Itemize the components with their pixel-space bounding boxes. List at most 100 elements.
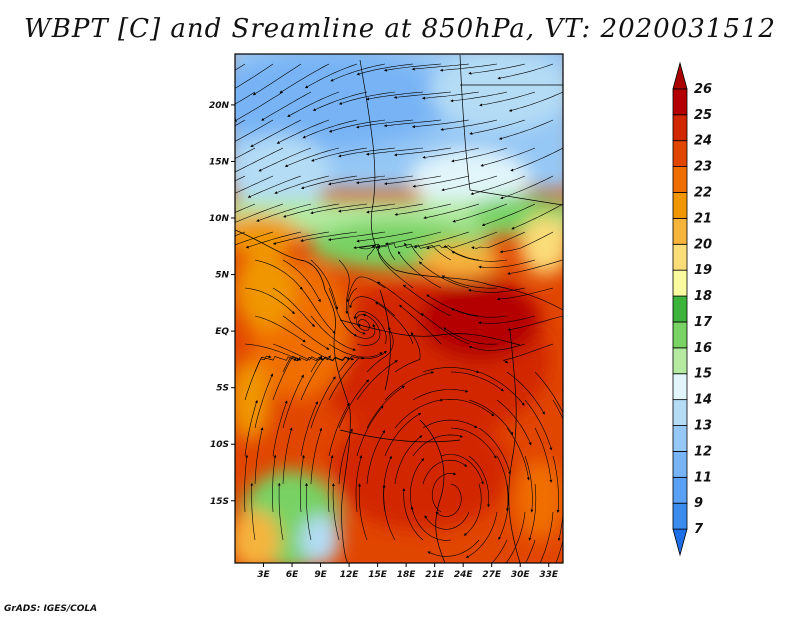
streamline bbox=[500, 175, 554, 200]
lon-tick-label: 27E bbox=[482, 570, 502, 580]
streamline bbox=[235, 231, 274, 246]
streamline bbox=[528, 483, 537, 541]
streamline bbox=[365, 147, 424, 156]
streamline bbox=[300, 287, 336, 334]
colorbar-end-low bbox=[672, 528, 688, 557]
chart-title: WBPT [C] and Sreamline at 850hPa, VT: 20… bbox=[24, 14, 776, 44]
streamline bbox=[410, 506, 452, 541]
streamline bbox=[478, 259, 536, 269]
streamline bbox=[478, 315, 536, 325]
streamline bbox=[441, 275, 498, 289]
colorbar-segment bbox=[672, 502, 688, 530]
colorbar-segment bbox=[672, 347, 688, 375]
streamline bbox=[384, 175, 442, 186]
streamline bbox=[272, 231, 330, 245]
streamline bbox=[283, 203, 340, 218]
streamline bbox=[250, 119, 302, 148]
streamline bbox=[353, 243, 396, 261]
streamline bbox=[452, 203, 508, 223]
streamline bbox=[311, 147, 368, 162]
streamline bbox=[304, 63, 358, 89]
streamline bbox=[353, 310, 387, 345]
streamline bbox=[440, 398, 495, 417]
streamline bbox=[310, 259, 339, 310]
colorbar-segment bbox=[672, 243, 688, 271]
streamline bbox=[384, 371, 435, 401]
streamline bbox=[412, 434, 464, 457]
streamline bbox=[426, 244, 480, 261]
streamline bbox=[402, 488, 424, 541]
longitude-axis: 3E 6E 9E 12E 15E 18E 21E 24E 27E 30E 33E bbox=[257, 563, 559, 580]
streamline bbox=[272, 355, 302, 401]
footer-credit: GrADS: IGES/COLA bbox=[4, 604, 98, 614]
streamline bbox=[300, 343, 351, 362]
streamline bbox=[328, 343, 383, 358]
colorbar-label: 25 bbox=[694, 108, 712, 123]
streamline bbox=[235, 119, 246, 127]
streamline bbox=[394, 435, 423, 485]
streamline bbox=[435, 483, 462, 517]
streamline bbox=[366, 430, 386, 485]
streamline bbox=[284, 147, 340, 167]
streamline bbox=[441, 175, 498, 192]
streamline bbox=[440, 454, 484, 485]
streamline bbox=[272, 343, 323, 361]
streamline bbox=[384, 412, 422, 457]
streamline bbox=[491, 539, 508, 563]
streamline bbox=[300, 175, 358, 190]
streamline bbox=[496, 399, 532, 446]
streamline bbox=[524, 399, 553, 451]
streamline bbox=[235, 175, 246, 182]
streamline bbox=[502, 343, 554, 364]
streamline bbox=[439, 63, 498, 72]
streamline bbox=[422, 459, 468, 485]
streamline bbox=[279, 63, 330, 94]
colorbar-segment bbox=[672, 88, 688, 116]
streamline bbox=[404, 242, 452, 261]
colorbar-segment bbox=[672, 451, 688, 478]
streamline bbox=[410, 458, 425, 513]
colorbar-label: 7 bbox=[694, 522, 704, 537]
streamline bbox=[394, 332, 421, 373]
streamline bbox=[498, 483, 509, 540]
border-line bbox=[394, 269, 563, 311]
streamline bbox=[450, 308, 508, 318]
streamline bbox=[310, 356, 355, 373]
streamline bbox=[254, 315, 306, 343]
streamline bbox=[258, 147, 312, 172]
lat-tick-label: EQ bbox=[215, 327, 229, 337]
streamline bbox=[534, 371, 563, 414]
streamline bbox=[235, 119, 274, 142]
streamline bbox=[235, 203, 284, 223]
streamline bbox=[394, 398, 444, 429]
colorbar-label: 12 bbox=[694, 444, 712, 459]
colorbar-segment bbox=[672, 166, 688, 193]
streamline bbox=[375, 301, 414, 345]
streamline bbox=[277, 482, 284, 541]
lat-tick-label: 5N bbox=[215, 271, 229, 281]
colorbar-segment bbox=[672, 321, 688, 349]
streamline bbox=[534, 427, 553, 483]
streamline bbox=[423, 203, 480, 220]
colorbar-segment bbox=[672, 269, 688, 297]
streamline bbox=[312, 91, 368, 111]
streamline bbox=[244, 287, 296, 315]
streamline bbox=[261, 91, 312, 121]
streamline bbox=[497, 63, 554, 80]
streamline bbox=[562, 428, 563, 429]
colorbar-label: 17 bbox=[694, 315, 713, 330]
map-frame bbox=[234, 53, 564, 564]
streamline bbox=[282, 427, 293, 485]
streamline bbox=[399, 304, 442, 345]
streamline bbox=[421, 91, 480, 100]
colorbar-label: 21 bbox=[694, 211, 712, 226]
streamline bbox=[383, 63, 442, 72]
streamline bbox=[451, 147, 508, 163]
streamline bbox=[496, 287, 554, 301]
colorbar-label: 22 bbox=[694, 185, 712, 200]
streamline bbox=[276, 119, 330, 144]
streamline bbox=[463, 483, 482, 536]
streamline bbox=[356, 314, 371, 331]
colorbar-label: 26 bbox=[694, 82, 712, 97]
streamline bbox=[338, 315, 376, 339]
